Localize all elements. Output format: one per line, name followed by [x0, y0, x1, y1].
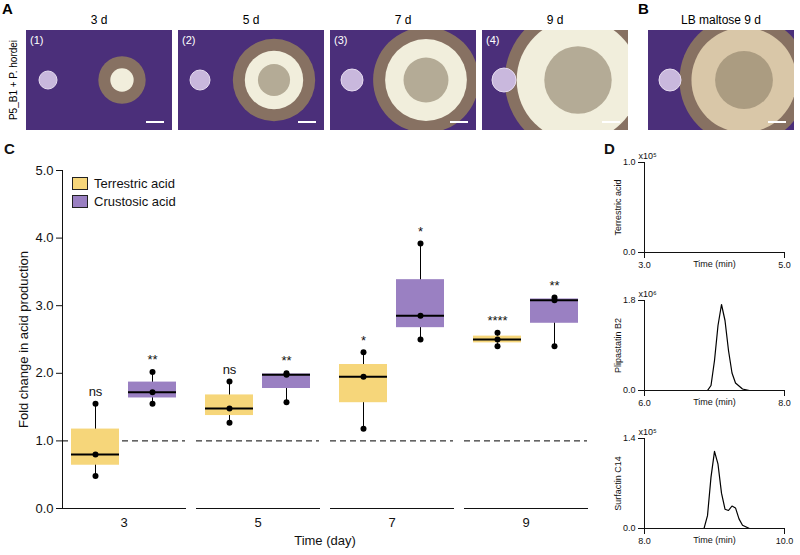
svg-text:3 d: 3 d — [91, 13, 108, 27]
svg-text:**: ** — [147, 352, 157, 367]
svg-text:5.0: 5.0 — [35, 163, 53, 178]
svg-text:(2): (2) — [182, 34, 195, 46]
svg-text:****: **** — [487, 313, 507, 328]
svg-text:1.0: 1.0 — [623, 157, 636, 167]
svg-text:8.0: 8.0 — [778, 398, 791, 408]
html-text:D: D — [604, 140, 615, 157]
svg-text:**: ** — [281, 353, 291, 368]
svg-text:x10⁵: x10⁵ — [639, 151, 658, 161]
svg-text:Plipastatin B2: Plipastatin B2 — [613, 318, 623, 373]
svg-text:5.0: 5.0 — [778, 260, 791, 270]
svg-text:ns: ns — [89, 384, 103, 399]
svg-text:Time (day): Time (day) — [294, 533, 356, 548]
svg-text:Time (min): Time (min) — [693, 397, 736, 407]
svg-text:8.0: 8.0 — [638, 536, 651, 546]
svg-text:1.8: 1.8 — [623, 295, 636, 305]
svg-text:0.0: 0.0 — [623, 247, 636, 257]
svg-text:Surfactin C14: Surfactin C14 — [613, 456, 623, 511]
html-text:Crustosic acid: Crustosic acid — [94, 194, 176, 209]
svg-text:A: A — [2, 0, 13, 17]
svg-text:6.0: 6.0 — [638, 398, 651, 408]
svg-text:Time (min): Time (min) — [693, 535, 736, 545]
svg-text:5: 5 — [254, 515, 261, 530]
svg-text:(1): (1) — [30, 34, 43, 46]
svg-text:1.4: 1.4 — [623, 433, 636, 443]
svg-text:LB maltose 9 d: LB maltose 9 d — [681, 13, 761, 27]
svg-text:5 d: 5 d — [243, 13, 260, 27]
svg-text:1.0: 1.0 — [35, 433, 53, 448]
svg-text:0.0: 0.0 — [623, 385, 636, 395]
svg-text:9: 9 — [522, 515, 529, 530]
svg-text:(4): (4) — [486, 34, 499, 46]
svg-text:9 d: 9 d — [547, 13, 564, 27]
svg-text:7: 7 — [388, 515, 395, 530]
svg-text:2.0: 2.0 — [35, 365, 53, 380]
html-text:C: C — [4, 140, 15, 157]
svg-text:4.0: 4.0 — [35, 230, 53, 245]
svg-text:3.0: 3.0 — [638, 260, 651, 270]
svg-text:B: B — [638, 0, 649, 17]
svg-text:0.0: 0.0 — [623, 523, 636, 533]
svg-text:ns: ns — [223, 362, 237, 377]
svg-text:Time (min): Time (min) — [693, 259, 736, 269]
svg-text:*: * — [361, 333, 366, 348]
svg-text:0.0: 0.0 — [35, 501, 53, 516]
svg-text:10.0: 10.0 — [776, 536, 794, 546]
svg-text:7 d: 7 d — [395, 13, 412, 27]
html-text:Terrestric acid: Terrestric acid — [94, 176, 175, 191]
svg-text:(3): (3) — [334, 34, 347, 46]
svg-text:*: * — [418, 224, 423, 239]
svg-text:3: 3 — [120, 515, 127, 530]
svg-text:3.0: 3.0 — [35, 298, 53, 313]
svg-text:x10⁶: x10⁶ — [639, 289, 658, 299]
svg-text:x10⁵: x10⁵ — [639, 427, 658, 437]
svg-text:Fold change in acid production: Fold change in acid production — [16, 251, 31, 428]
svg-text:Terrestric acid: Terrestric acid — [613, 179, 623, 235]
svg-text:P5_B1 + P. hordei: P5_B1 + P. hordei — [8, 40, 19, 120]
svg-text:**: ** — [549, 278, 559, 293]
